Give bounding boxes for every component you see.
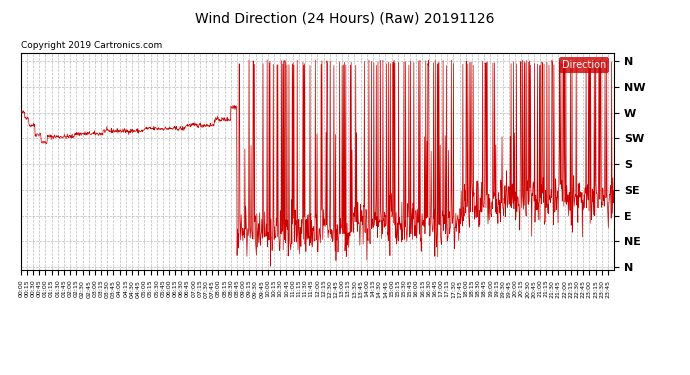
Text: Wind Direction (24 Hours) (Raw) 20191126: Wind Direction (24 Hours) (Raw) 20191126 [195, 11, 495, 25]
Legend: Direction: Direction [559, 57, 609, 73]
Text: Copyright 2019 Cartronics.com: Copyright 2019 Cartronics.com [21, 41, 162, 50]
